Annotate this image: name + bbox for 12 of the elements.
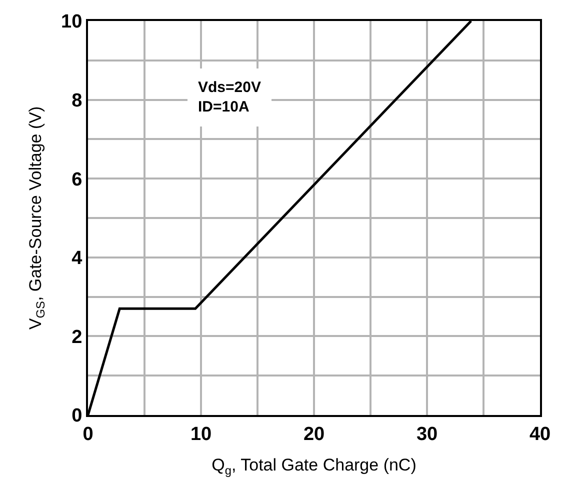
x-tick-label: 40 — [529, 424, 551, 445]
x-tick-label: 20 — [303, 424, 325, 445]
y-tick-label: 6 — [72, 169, 82, 190]
x-tick-label: 10 — [190, 424, 212, 445]
y-tick-label: 2 — [72, 326, 82, 348]
y-tick-label: 4 — [72, 248, 83, 270]
y-tick-label: 8 — [72, 90, 82, 112]
x-tick-label: 30 — [416, 424, 438, 445]
y-tick-label: 10 — [61, 12, 82, 33]
y-tick-label: 0 — [72, 406, 82, 427]
x-axis-title: Q$_{g}$, Total Gate Charge (nC) — [212, 456, 416, 478]
annotation: Vds=20V ID=10A — [198, 79, 261, 116]
